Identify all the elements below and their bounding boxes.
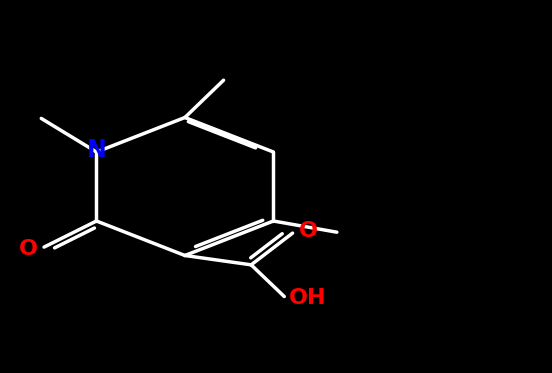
Text: O: O bbox=[299, 221, 317, 241]
Text: N: N bbox=[87, 138, 107, 162]
Text: OH: OH bbox=[289, 288, 326, 308]
Text: O: O bbox=[19, 239, 38, 259]
